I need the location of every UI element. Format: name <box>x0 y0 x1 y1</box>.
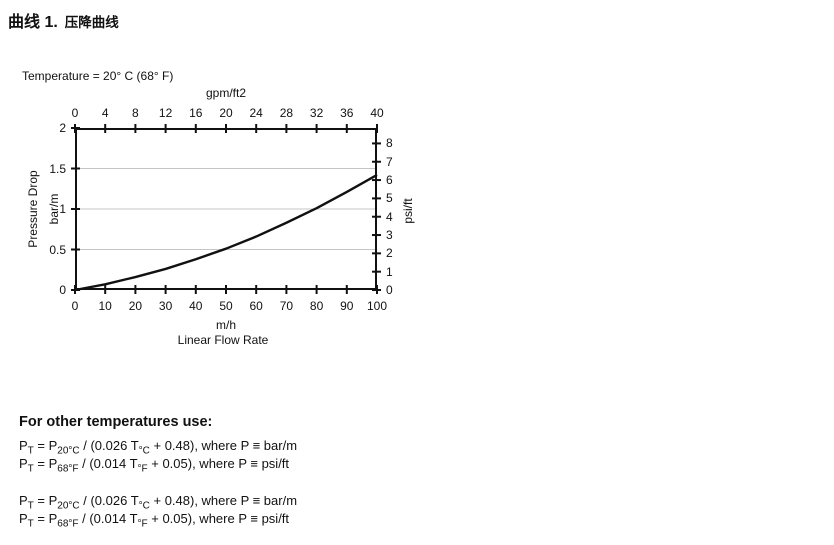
formula-line: PT = P68°F / (0.014 T°F + 0.05), where P… <box>19 456 290 475</box>
left-axis-title: Pressure Drop <box>26 170 40 248</box>
right-axis-tick-label: 4 <box>386 209 393 224</box>
figure-caption: 压降曲线 <box>64 15 119 30</box>
bottom-axis-tick-label: 40 <box>189 299 203 313</box>
bottom-axis-tick-label: 60 <box>249 299 263 313</box>
right-axis-tick-label: 8 <box>386 136 393 151</box>
bottom-axis-title: Linear Flow Rate <box>177 333 269 347</box>
right-axis-tick-label: 5 <box>386 191 393 206</box>
top-axis-tick-label: 8 <box>132 106 139 120</box>
bottom-axis-tick-label: 70 <box>279 299 294 313</box>
formula-line: PT = P20°C / (0.026 T°C + 0.48), where P… <box>19 496 298 512</box>
right-axis-tick-label: 2 <box>386 246 393 261</box>
formula-list: PT = P20°C / (0.026 T°C + 0.48), where P… <box>19 437 298 475</box>
left-axis-tick-label: 0 <box>59 283 66 297</box>
top-axis-tick-label: 24 <box>249 106 263 120</box>
figure-title: 曲线 1. 压降曲线 <box>8 8 119 32</box>
figure-label: 曲线 1. <box>8 14 58 31</box>
bottom-axis-tick-label: 80 <box>309 299 324 313</box>
top-axis-tick-label: 32 <box>309 106 324 120</box>
bottom-axis-tick-label: 30 <box>158 299 173 313</box>
bottom-axis-tick-label: 10 <box>98 299 112 313</box>
top-axis-tick-label: 36 <box>340 106 354 120</box>
temperature-note: Temperature = 20° C (68° F) <box>22 69 174 83</box>
left-axis-tick-label: 2 <box>59 121 66 135</box>
bottom-axis-unit: m/h <box>215 318 237 332</box>
notes-heading: For other temperatures use: <box>19 414 213 430</box>
left-axis-tick-label: 1.5 <box>49 161 66 176</box>
bottom-axis-tick-label: 0 <box>71 299 79 313</box>
pressure-drop-curve <box>74 173 378 292</box>
right-axis-unit: psi/ft <box>401 198 415 224</box>
top-axis-title: gpm/ft2 <box>205 86 247 100</box>
formula-list-repeat-inner: PT = P20°C / (0.026 T°C + 0.48), where P… <box>19 496 298 530</box>
formula-line: PT = P68°F / (0.014 T°F + 0.05), where P… <box>19 511 290 530</box>
bottom-axis-tick-label: 20 <box>128 299 143 313</box>
right-axis-tick-label: 1 <box>386 264 393 279</box>
right-axis-tick-label: 3 <box>386 228 393 243</box>
bottom-axis-tick-label: 50 <box>219 299 233 313</box>
top-axis-tick-label: 20 <box>219 106 233 120</box>
top-axis-tick-label: 4 <box>101 106 109 120</box>
formula-list-repeat: PT = P20°C / (0.026 T°C + 0.48), where P… <box>19 496 297 532</box>
top-axis-tick-label: 0 <box>71 106 79 120</box>
left-axis-tick-label: 1 <box>59 202 66 216</box>
bottom-axis-tick-label: 90 <box>340 299 354 313</box>
pressure-drop-chart <box>71 124 381 294</box>
right-axis-tick-label: 6 <box>386 173 393 188</box>
right-axis-tick-label: 0 <box>386 283 393 297</box>
formula-line: PT = P20°C / (0.026 T°C + 0.48), where P… <box>19 438 298 457</box>
bottom-axis-tick-label: 100 <box>366 299 388 313</box>
top-axis-tick-label: 28 <box>279 106 294 120</box>
top-axis-tick-label: 16 <box>189 106 203 120</box>
right-axis-tick-label: 7 <box>386 154 393 169</box>
top-axis-tick-label: 12 <box>158 106 173 120</box>
plot-area: gpm/ft2 m/h Linear Flow Rate Pressure Dr… <box>26 86 415 347</box>
left-axis-tick-label: 0.5 <box>49 242 66 257</box>
top-axis-tick-label: 40 <box>370 106 384 120</box>
